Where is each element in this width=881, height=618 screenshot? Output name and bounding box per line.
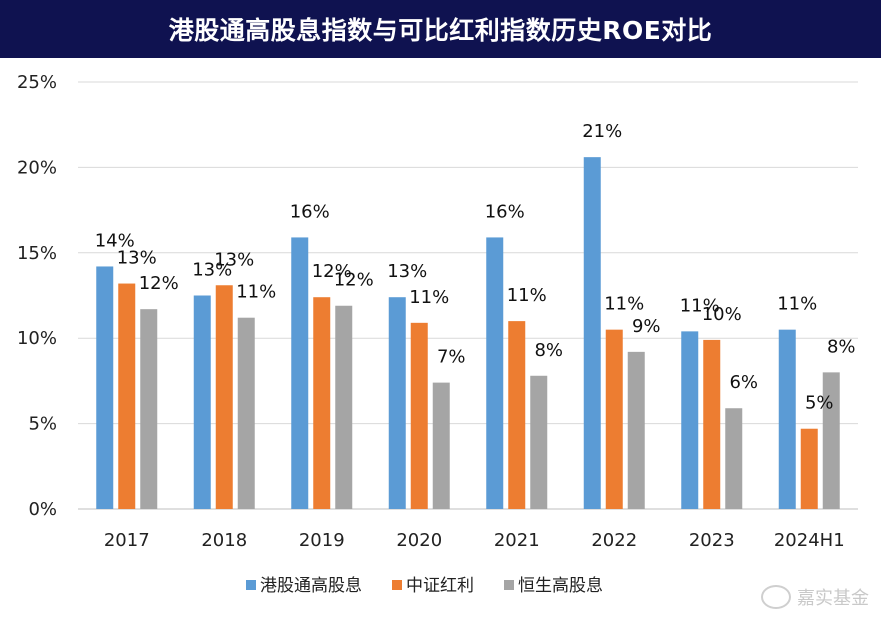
data-label: 11% — [604, 294, 644, 315]
bar — [291, 237, 309, 510]
data-label: 16% — [485, 201, 525, 222]
data-label: 11% — [777, 294, 817, 315]
bar — [193, 295, 211, 509]
bar — [388, 297, 406, 509]
bar — [432, 382, 450, 509]
data-label: 13% — [117, 248, 157, 269]
bar — [486, 237, 504, 510]
bars — [96, 157, 840, 510]
data-label: 8% — [534, 340, 563, 361]
data-label: 7% — [437, 347, 466, 368]
bar — [725, 408, 743, 509]
data-label: 12% — [334, 270, 374, 291]
bar — [822, 372, 840, 509]
chart-title: 港股通高股息指数与可比红利指数历史ROE对比 — [0, 0, 881, 58]
data-label: 10% — [702, 304, 742, 325]
bar — [313, 297, 331, 509]
bar — [140, 309, 158, 509]
data-label: 5% — [805, 393, 834, 414]
data-label: 11% — [507, 285, 547, 306]
data-label: 8% — [827, 336, 856, 357]
x-tick-label: 2024H1 — [774, 530, 845, 551]
legend-swatch — [392, 580, 402, 590]
legend-label: 港股通高股息 — [260, 576, 362, 596]
y-tick-label: 25% — [17, 72, 57, 93]
legend-swatch — [246, 580, 256, 590]
y-tick-label: 20% — [17, 157, 57, 178]
y-tick-label: 0% — [28, 499, 57, 520]
x-tick-label: 2023 — [689, 530, 735, 551]
data-label: 21% — [582, 121, 622, 142]
data-label: 14% — [95, 230, 135, 251]
data-labels: 14%13%12%13%13%11%16%12%12% 13%11%7%16%11… — [95, 121, 856, 414]
x-axis: 2017 2018 2019 2020 2021 2022 2023 2024H1 — [104, 530, 845, 551]
legend-label: 中证红利 — [406, 576, 474, 596]
x-tick-label: 2019 — [299, 530, 345, 551]
watermark-text: 嘉实基金 — [797, 588, 869, 609]
bar — [118, 283, 136, 509]
x-tick-label: 2018 — [201, 530, 247, 551]
legend-swatch — [504, 580, 514, 590]
bar — [237, 317, 255, 509]
bar — [800, 428, 818, 509]
legend: 港股通高股息 中证红利 恒生高股息 — [246, 576, 603, 596]
legend-label: 恒生高股息 — [518, 576, 603, 596]
data-label: 6% — [729, 372, 758, 393]
bar — [681, 331, 699, 509]
x-tick-label: 2021 — [494, 530, 540, 551]
data-label: 9% — [632, 316, 661, 337]
data-label: 16% — [290, 201, 330, 222]
x-tick-label: 2022 — [591, 530, 637, 551]
y-tick-label: 15% — [17, 243, 57, 264]
bar — [96, 266, 114, 509]
data-label: 11% — [409, 287, 449, 308]
bar — [530, 375, 548, 509]
bar-chart: 0%5%10%15%20%25% 14%13%12%13%13%11%16%12… — [17, 72, 858, 596]
bar — [215, 285, 233, 509]
bar — [627, 351, 645, 509]
bar — [778, 329, 796, 509]
data-label: 13% — [192, 260, 232, 281]
y-tick-label: 10% — [17, 328, 57, 349]
data-label: 12% — [139, 273, 179, 294]
bar — [410, 322, 428, 509]
data-label: 11% — [236, 282, 276, 303]
x-tick-label: 2020 — [396, 530, 442, 551]
x-tick-label: 2017 — [104, 530, 150, 551]
bar — [605, 329, 623, 509]
weibo-icon — [761, 585, 791, 609]
data-label: 12% — [312, 261, 352, 282]
data-label: 11% — [680, 295, 720, 316]
bar — [335, 305, 353, 509]
bar — [703, 339, 721, 509]
y-axis: 0% 5% 10% 15% 20% 25% — [17, 72, 57, 520]
data-label: 13% — [387, 261, 427, 282]
bar — [508, 321, 526, 509]
data-label: 13% — [214, 249, 254, 270]
bar — [583, 157, 601, 509]
watermark: 嘉实基金 — [761, 584, 869, 610]
y-tick-label: 5% — [28, 414, 57, 435]
